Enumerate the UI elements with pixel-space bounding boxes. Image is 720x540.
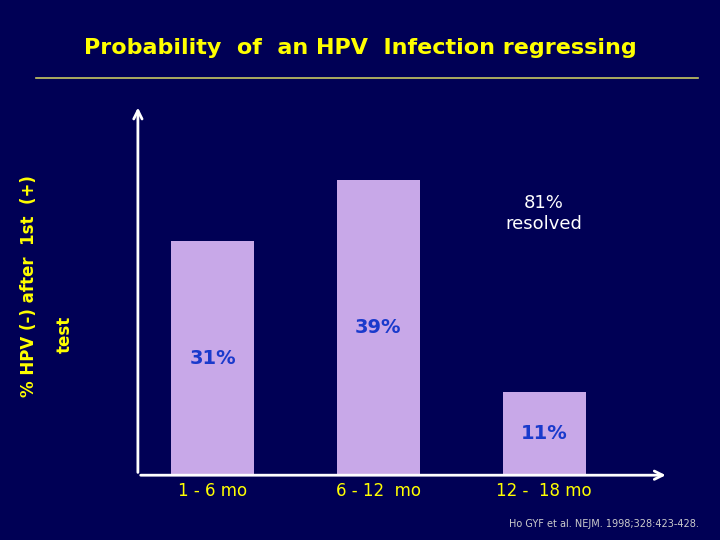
Text: 39%: 39% [355,318,402,338]
Text: 31%: 31% [189,348,236,368]
Text: test: test [56,316,73,353]
Text: Probability  of  an HPV  Infection regressing: Probability of an HPV Infection regressi… [84,38,636,58]
Bar [171,241,254,475]
Bar [503,392,585,475]
Text: 81%
resolved: 81% resolved [505,194,582,233]
Text: % HPV (-) after  1st  (+): % HPV (-) after 1st (+) [19,176,38,397]
Bar [337,180,420,475]
Text: Ho GYF et al. NEJM. 1998;328:423-428.: Ho GYF et al. NEJM. 1998;328:423-428. [508,519,698,529]
Text: 11%: 11% [521,424,567,443]
